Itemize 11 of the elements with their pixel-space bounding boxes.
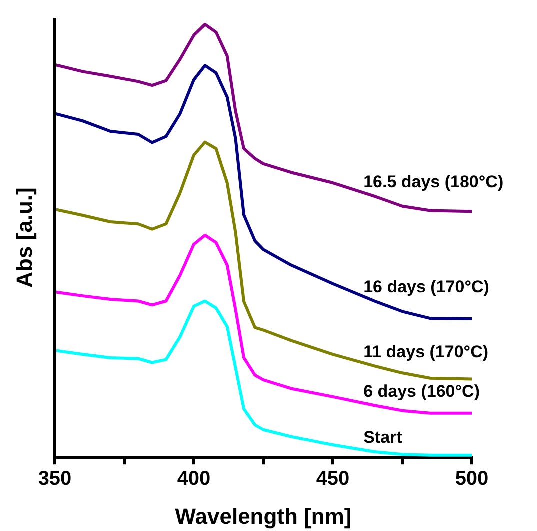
x-tick-label: 400 xyxy=(177,468,211,490)
x-tick-label: 350 xyxy=(38,468,72,490)
x-tick-label: 500 xyxy=(455,468,489,490)
series-label: 6 days (160°C) xyxy=(364,382,480,401)
x-axis-title: Wavelength [nm] xyxy=(175,504,352,529)
series-label: 16.5 days (180°C) xyxy=(364,172,504,192)
series-label: Start xyxy=(364,428,403,448)
x-tick-label: 450 xyxy=(316,468,350,490)
y-axis-title: Abs [a.u.] xyxy=(12,188,38,288)
series-label: 11 days (170°C) xyxy=(364,342,489,362)
series-label: 16 days (170°C) xyxy=(364,277,490,296)
